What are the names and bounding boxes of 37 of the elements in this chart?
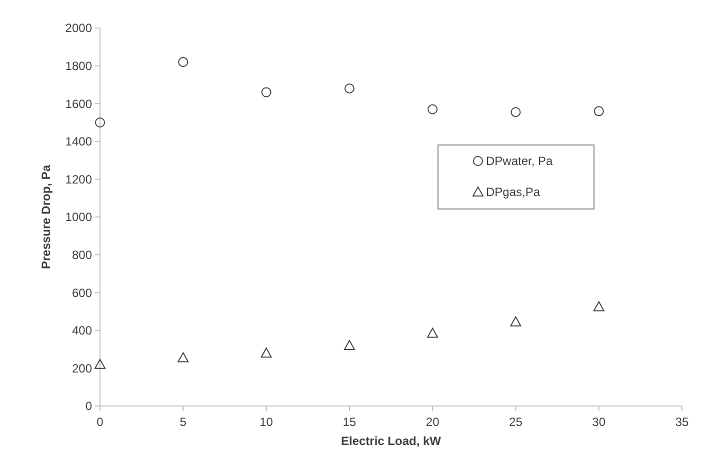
point xyxy=(593,301,604,312)
y-tick-label: 200 xyxy=(72,361,92,376)
point xyxy=(261,87,272,98)
point xyxy=(510,107,521,118)
y-tick-label: 800 xyxy=(72,248,92,262)
y-tick-label: 1400 xyxy=(65,134,92,149)
point xyxy=(344,83,354,94)
point xyxy=(344,340,355,350)
y-tick-label: 600 xyxy=(72,286,92,300)
y-tick-label: 400 xyxy=(72,324,92,338)
x-axis-title: Electric Load, kW xyxy=(340,434,442,448)
x-tick-label: 20 xyxy=(426,415,440,429)
x-tick-label: 25 xyxy=(509,415,523,429)
x-tick-label: 30 xyxy=(592,415,606,429)
x-tick-label: 35 xyxy=(675,415,689,429)
point xyxy=(178,57,188,68)
legend-label: DPgas,Pa xyxy=(486,185,540,200)
point xyxy=(178,352,189,362)
point xyxy=(510,316,522,326)
point xyxy=(95,118,105,128)
y-tick-label: 0 xyxy=(85,399,92,414)
x-tick-label: 5 xyxy=(180,415,187,429)
legend-label: DPwater, Pa xyxy=(486,154,554,168)
y-tick-label: 2000 xyxy=(65,21,92,36)
point xyxy=(260,348,272,358)
x-tick-label: 10 xyxy=(260,415,274,429)
y-tick-label: 1000 xyxy=(65,210,92,224)
x-tick-label: 15 xyxy=(342,415,356,429)
point xyxy=(594,106,604,116)
point xyxy=(94,358,106,369)
point xyxy=(428,104,438,114)
y-tick-label: 1800 xyxy=(65,59,92,73)
point xyxy=(427,328,438,338)
x-tick-label: 0 xyxy=(96,415,104,429)
y-tick-label: 1600 xyxy=(65,96,92,111)
y-axis-title: Pressure Drop, Pa xyxy=(39,164,53,270)
y-tick-label: 1200 xyxy=(65,172,92,186)
